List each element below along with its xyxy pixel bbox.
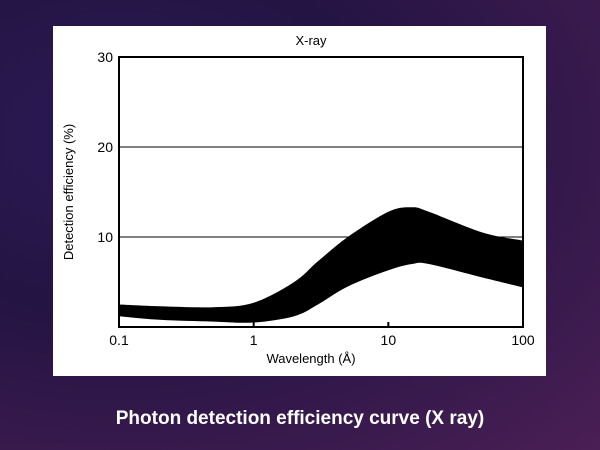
chart-panel: X-ray 10 20 30 0.1 1 10 100 Wavelength (Å) Det… <box>53 26 546 376</box>
chart-title: X-ray <box>295 33 327 48</box>
y-axis-label: Detection efficiency (%) <box>61 124 76 260</box>
x-tick-label: 1 <box>250 332 258 348</box>
y-tick-label: 10 <box>97 229 113 245</box>
x-tick-label: 0.1 <box>109 332 129 348</box>
efficiency-band <box>119 207 523 323</box>
x-axis-label: Wavelength (Å) <box>266 351 355 366</box>
y-tick-label: 30 <box>97 49 113 65</box>
plot-frame <box>118 56 524 328</box>
y-tick-label: 20 <box>97 139 113 155</box>
x-tick-label: 100 <box>511 332 535 348</box>
efficiency-chart: X-ray 10 20 30 0.1 1 10 100 Wavelength (Å) Det… <box>61 33 535 366</box>
x-tick-label: 10 <box>381 332 397 348</box>
slide-caption: Photon detection efficiency curve (X ray… <box>115 408 485 429</box>
